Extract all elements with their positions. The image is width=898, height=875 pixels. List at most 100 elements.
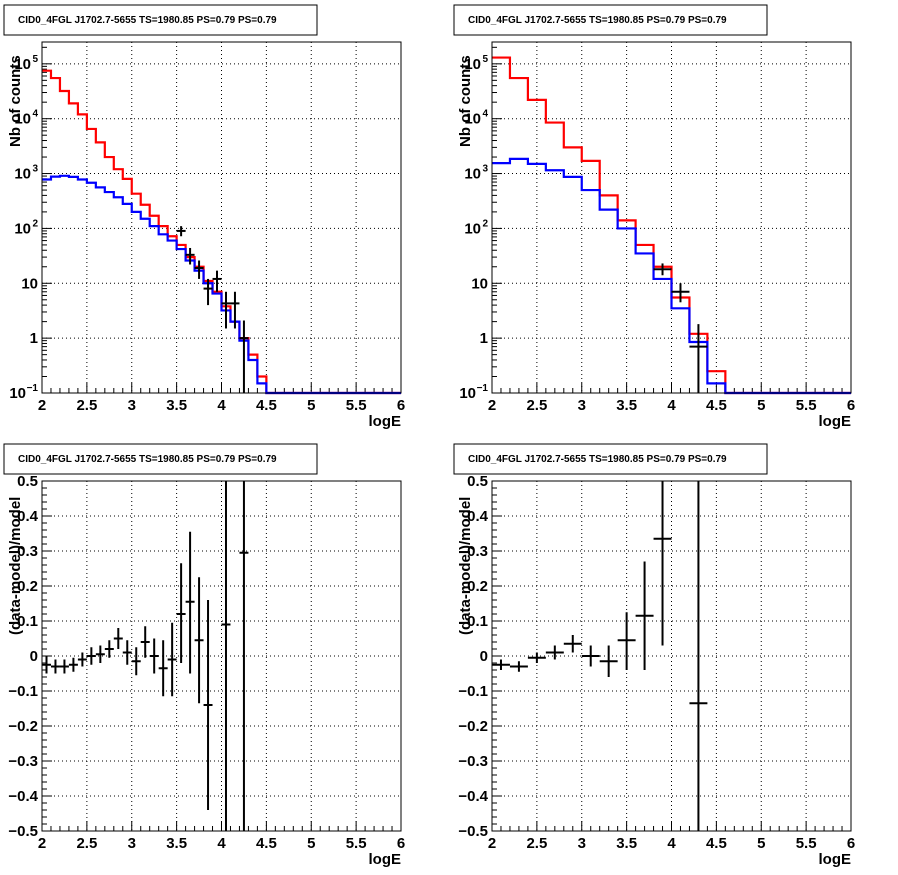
title-box: [453, 443, 768, 475]
y-tick-exponent: −1: [27, 383, 39, 394]
data-point: [230, 291, 240, 329]
panel-1: CID0_4FGL J1702.7-5655 TS=1980.85 PS=0.7…: [3, 4, 405, 430]
y-tick-label: 10: [464, 111, 481, 128]
y-tick-label: 0.2: [17, 578, 38, 595]
data-point: [635, 561, 654, 670]
x-tick-label: 3: [578, 397, 586, 414]
data-point: [113, 628, 123, 649]
x-tick-label: 3.5: [616, 397, 637, 414]
x-tick-label: 2.5: [526, 835, 547, 852]
data-point: [492, 659, 510, 670]
panel-3: CID0_4FGL J1702.7-5655 TS=1980.85 PS=0.7…: [3, 443, 405, 868]
x-tick-label: 3: [578, 835, 586, 852]
data-point: [59, 659, 69, 674]
x-tick-label: 5: [757, 397, 765, 414]
y-tick-label: 10: [464, 220, 481, 237]
x-tick-label: 3.5: [166, 397, 187, 414]
y-tick-label: −0.5: [8, 823, 38, 840]
data-point: [599, 645, 618, 677]
data-point: [239, 320, 249, 393]
data-point: [104, 640, 114, 658]
panel-2: CID0_4FGL J1702.7-5655 TS=1980.85 PS=0.7…: [453, 4, 855, 430]
y-tick-label: 10: [464, 166, 481, 183]
y-tick-label: 10: [459, 385, 476, 402]
y-tick-label: 0.4: [467, 508, 489, 525]
y-tick-label: 0: [30, 648, 38, 665]
plot-frame: [41, 41, 402, 394]
y-tick-exponent: 5: [32, 54, 38, 65]
x-tick-label: 3.5: [166, 835, 187, 852]
y-tick-label: −0.2: [458, 718, 488, 735]
y-tick-label: 0.1: [17, 613, 38, 630]
y-tick-exponent: 3: [32, 164, 38, 175]
title-box: [453, 4, 768, 36]
y-tick-exponent: −1: [477, 383, 489, 394]
x-tick-label: 2.5: [76, 397, 97, 414]
y-tick-exponent: 3: [482, 164, 488, 175]
x-tick-label: 4.5: [256, 397, 277, 414]
data-point: [239, 481, 249, 831]
x-tick-label: 2.5: [76, 835, 97, 852]
x-tick-label: 3: [128, 835, 136, 852]
data-point: [653, 263, 672, 276]
x-tick-label: 4.5: [706, 397, 727, 414]
data-point: [131, 647, 141, 676]
x-tick-label: 5.5: [346, 835, 367, 852]
x-tick-label: 6: [847, 835, 855, 852]
y-tick-label: 0.3: [17, 543, 38, 560]
data-point: [68, 657, 78, 672]
x-tick-label: 5: [307, 397, 315, 414]
data-point: [50, 659, 60, 674]
x-tick-label: 4.5: [706, 835, 727, 852]
data-point: [212, 270, 222, 292]
y-tick-label: 10: [21, 275, 38, 292]
x-tick-label: 2: [488, 397, 496, 414]
data-point: [653, 481, 672, 646]
y-tick-label: 10: [14, 220, 31, 237]
series-red-line: [42, 69, 401, 395]
chart-title: CID0_4FGL J1702.7-5655 TS=1980.85 PS=0.7…: [468, 15, 727, 26]
x-tick-label: 4: [667, 835, 676, 852]
y-tick-label: 0.5: [17, 473, 38, 490]
data-point: [203, 600, 213, 810]
x-tick-label: 6: [397, 835, 405, 852]
plot-frame: [491, 41, 852, 394]
y-tick-label: 10: [9, 385, 26, 402]
data-point: [176, 563, 186, 663]
data-point: [689, 324, 708, 393]
chart-title: CID0_4FGL J1702.7-5655 TS=1980.85 PS=0.7…: [468, 454, 727, 465]
x-axis-label: logE: [369, 851, 402, 868]
x-tick-label: 4.5: [256, 835, 277, 852]
data-point: [95, 645, 105, 663]
y-tick-label: 10: [464, 56, 481, 73]
x-tick-label: 5.5: [796, 835, 817, 852]
data-point: [689, 481, 708, 831]
data-point: [167, 622, 177, 697]
y-tick-label: −0.3: [458, 753, 488, 770]
y-tick-label: 0.3: [467, 543, 488, 560]
data-point: [86, 647, 96, 665]
data-point: [176, 226, 186, 237]
y-axis-label: Nb of counts: [457, 55, 474, 147]
chart-title: CID0_4FGL J1702.7-5655 TS=1980.85 PS=0.7…: [18, 15, 277, 26]
y-tick-label: 10: [14, 166, 31, 183]
data-point: [185, 531, 195, 674]
data-point: [77, 652, 87, 667]
x-tick-label: 4: [217, 835, 226, 852]
title-box: [3, 4, 318, 36]
data-point: [122, 640, 132, 665]
y-tick-exponent: 5: [482, 54, 488, 65]
data-point: [527, 652, 546, 663]
y-tick-label: 0.4: [17, 508, 39, 525]
y-tick-label: 1: [480, 330, 488, 347]
y-tick-label: −0.5: [458, 823, 488, 840]
data-point: [509, 661, 528, 672]
panel-4: CID0_4FGL J1702.7-5655 TS=1980.85 PS=0.7…: [453, 443, 855, 868]
x-tick-label: 5: [307, 835, 315, 852]
y-tick-exponent: 4: [32, 109, 38, 120]
data-point: [221, 291, 231, 329]
data-point: [140, 626, 150, 658]
y-tick-label: 1: [30, 330, 38, 347]
x-tick-label: 6: [397, 397, 405, 414]
